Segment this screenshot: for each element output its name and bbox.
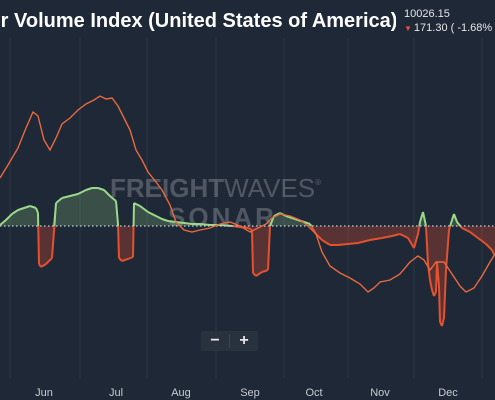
current-value: 10026.15 [404, 8, 450, 20]
x-axis-tick-labels: Jun Jul Aug Sep Oct Nov Dec [35, 387, 458, 399]
change-value: 171.30 ( -1.68% [413, 22, 493, 34]
watermark-freightwaves-text: FREIGHTWAVES® [110, 173, 321, 203]
x-tick-nov: Nov [370, 387, 390, 399]
x-tick-aug: Aug [171, 387, 191, 399]
down-arrow-icon: ▼ [404, 24, 412, 33]
x-tick-oct: Oct [305, 387, 322, 399]
x-tick-jun: Jun [35, 387, 53, 399]
chart-title-bar: ler Volume Index (United States of Ameri… [0, 8, 396, 34]
change-readout: ▼ 171.30 ( -1.68% [404, 21, 495, 36]
zoom-controls: − + [201, 331, 258, 351]
sov-difference-area [0, 187, 495, 327]
watermark-waves: WAVES [224, 173, 315, 203]
chart-gridlines [9, 38, 483, 378]
zoom-in-button[interactable]: + [239, 332, 249, 349]
watermark-registered-mark: ® [315, 178, 321, 187]
watermark-freight: FREIGHT [110, 173, 224, 203]
x-tick-jul: Jul [109, 387, 123, 399]
freightwaves-sonar-watermark: FREIGHTWAVES® SONAR [110, 173, 321, 232]
volume-index-line [0, 95, 495, 293]
price-readout: 10026.15 ▼ 171.30 ( -1.68% [404, 7, 495, 36]
positive-area-fill [0, 188, 495, 226]
zoom-divider [229, 334, 230, 348]
negative-area-fill [0, 226, 495, 326]
x-tick-sep: Sep [240, 387, 260, 399]
zoom-out-button[interactable]: − [210, 332, 220, 349]
watermark-sonar-text: SONAR [168, 202, 277, 232]
chart-title: ler Volume Index (United States of Ameri… [0, 10, 396, 32]
x-tick-dec: Dec [438, 387, 458, 399]
negative-area-line [37, 225, 495, 327]
